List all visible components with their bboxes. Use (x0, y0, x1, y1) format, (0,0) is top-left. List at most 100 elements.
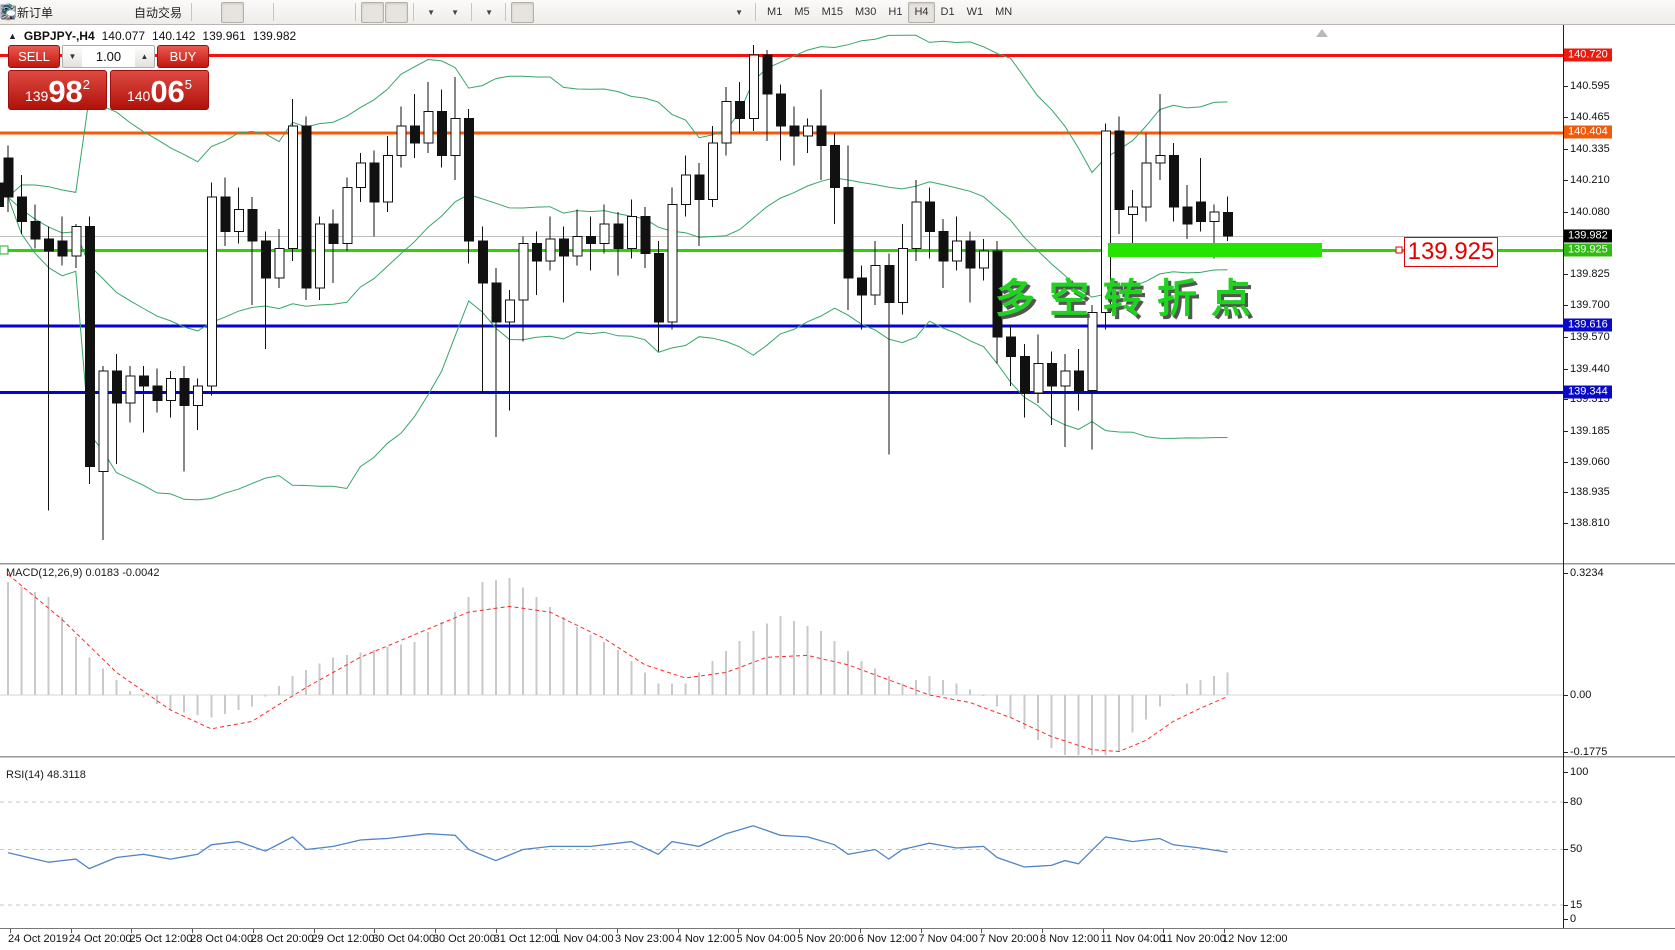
macd-histogram-bar (752, 630, 755, 695)
timeframe-m5[interactable]: M5 (794, 6, 810, 18)
macd-histogram-bar (1199, 679, 1202, 695)
rsi-panel[interactable] (0, 758, 1563, 928)
macd-histogram-bar (1023, 695, 1026, 729)
timeframe-w1[interactable]: W1 (966, 6, 984, 18)
auto-scroll-button[interactable] (4, 1, 385, 23)
timeframe-mn[interactable]: MN (995, 6, 1013, 18)
volume-value[interactable]: 1.00 (95, 49, 122, 64)
green-zone-rectangle[interactable] (1108, 242, 1322, 257)
horizontal-line-139.344[interactable] (0, 391, 1563, 395)
fibonacci-tool-button[interactable]: F (2, 2, 678, 23)
candlestick-chart-button[interactable] (2, 1, 245, 23)
volume-decrease-button[interactable]: ▼ (63, 46, 82, 67)
sell-button[interactable]: SELL (8, 45, 60, 68)
timeframe-m30[interactable]: M30 (855, 6, 877, 18)
time-label: 8 Nov 12:00 (1039, 933, 1100, 945)
chart-templates-button[interactable]: ▼ (0, 2, 500, 23)
new-order-button[interactable]: 新订单 (0, 2, 57, 23)
time-label: 12 Nov 12:00 (1222, 933, 1288, 945)
macd-axis-label: 0.3234 (1570, 567, 1604, 579)
macd-histogram-bar (982, 695, 985, 696)
macd-histogram-bar (101, 668, 104, 695)
separator (191, 3, 193, 21)
axis-tick-mark (1563, 336, 1568, 338)
macd-panel[interactable] (0, 565, 1563, 756)
candle-16 (220, 177, 231, 247)
market-watch-button[interactable] (1, 2, 105, 23)
macd-histogram-bar (833, 640, 836, 695)
rsi-axis-label: 100 (1570, 766, 1589, 778)
arrows-tool-button[interactable]: ▼ (2, 2, 750, 23)
vertical-line-tool-button[interactable] (7, 2, 582, 23)
timeframe-m1[interactable]: M1 (767, 6, 783, 18)
macd-histogram-bar (616, 649, 619, 695)
bar-chart-button[interactable] (2, 2, 220, 23)
horizontal-line-139.925[interactable] (0, 248, 1563, 252)
cursor-tool-button[interactable] (5, 1, 535, 23)
signals-button[interactable] (2, 2, 129, 23)
macd-histogram-bar (901, 683, 904, 695)
tile-windows-button[interactable] (1, 2, 350, 23)
time-tick-mark (495, 929, 497, 933)
buy-price[interactable]: 140 06 5 (110, 70, 209, 110)
crosshair-tool-button[interactable] (1, 2, 558, 23)
macd-histogram-bar (332, 657, 335, 695)
macd-histogram-bar (1172, 695, 1175, 696)
search-button[interactable] (2, 2, 1648, 23)
time-label: 5 Nov 20:00 (797, 933, 857, 945)
zoom-in-button[interactable] (2, 2, 302, 23)
candle-1 (17, 175, 28, 234)
chart-shift-button[interactable] (3, 1, 409, 23)
horizontal-line-140.72[interactable] (0, 54, 1563, 57)
price-chart[interactable] (0, 25, 1563, 563)
panel-separator[interactable] (0, 756, 1675, 758)
macd-histogram-bar (1009, 695, 1012, 718)
timeframe-h4[interactable]: H4 (908, 1, 935, 23)
time-tick-mark (192, 929, 194, 933)
price-tick-label: 139.060 (1570, 455, 1610, 468)
channel-tool-button[interactable]: E (0, 2, 654, 23)
candle-7 (98, 366, 109, 541)
axis-tick-mark (1563, 85, 1568, 87)
candle-27 (369, 150, 380, 237)
horizontal-line-140.404[interactable] (0, 131, 1563, 135)
timeframe-h1[interactable]: H1 (888, 6, 903, 18)
indicators-button[interactable]: ▼ (0, 2, 442, 23)
horizontal-line-tool-button[interactable] (2, 2, 606, 23)
zoom-out-button[interactable] (2, 2, 326, 23)
chat-button[interactable] (0, 2, 1671, 23)
time-label: 11 Nov 20:00 (1161, 933, 1226, 945)
timeframes-menu-button[interactable]: ▼ (1, 2, 466, 23)
volume-increase-button[interactable]: ▲ (135, 46, 154, 67)
timeframe-m15[interactable]: M15 (821, 6, 843, 18)
text-tool-button[interactable]: A (4, 2, 702, 23)
macd-histogram-bar (535, 596, 538, 695)
macd-histogram-bar (698, 672, 701, 695)
panel-separator[interactable] (0, 563, 1675, 565)
price-badge-139.925: 139.925 (1564, 243, 1612, 257)
macd-histogram-bar (969, 689, 972, 695)
macd-signal-value: -0.0042 (122, 567, 160, 579)
macd-histogram-bar (1063, 695, 1066, 755)
candle-36 (491, 268, 502, 438)
callout-anchor-marker (1395, 246, 1403, 254)
trendline-tool-button[interactable] (1, 2, 630, 23)
dropdown-caret: ▼ (451, 7, 459, 17)
line-chart-button[interactable] (0, 2, 268, 23)
price-callout-label[interactable]: 139.925 (1404, 237, 1498, 267)
price-tick-label: 139.570 (1570, 330, 1610, 343)
separator (505, 3, 507, 21)
time-axis[interactable]: 24 Oct 2019 24 Oct 20:00 25 Oct 12:00 28 Oc… (0, 928, 1675, 950)
horizontal-line-139.616[interactable] (0, 324, 1563, 328)
sell-price[interactable]: 139 98 2 (8, 70, 107, 110)
profile-button[interactable] (0, 2, 81, 23)
auto-trading-button[interactable]: 自动交易 (1, 2, 186, 23)
label-tool-button[interactable]: T (1, 2, 726, 23)
time-tick-mark (981, 929, 983, 933)
candle-64 (870, 241, 881, 305)
timeframe-d1[interactable]: D1 (940, 6, 955, 18)
candle-45 (613, 211, 624, 276)
line-anchor-marker[interactable] (0, 245, 9, 255)
buy-button[interactable]: BUY (157, 45, 209, 68)
candle-19 (260, 231, 271, 349)
